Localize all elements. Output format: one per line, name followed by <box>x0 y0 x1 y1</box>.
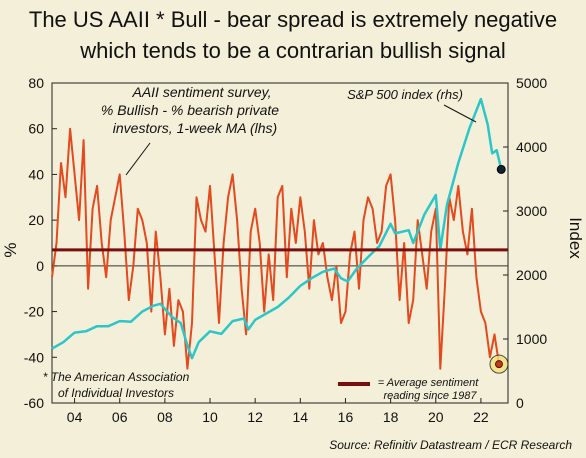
y-right-tick-label: 2000 <box>516 267 547 283</box>
x-tick-label: 12 <box>247 409 263 425</box>
spread-annotation-pointer <box>125 142 151 176</box>
series-layer <box>51 97 508 370</box>
x-tick-label: 20 <box>428 409 444 425</box>
y-right-tick-label: 0 <box>516 395 524 411</box>
aaii-footnote-line-2: of Individual Investors <box>58 386 174 400</box>
y-right-tick-label: 4000 <box>516 139 547 155</box>
y-left-tick-label: -60 <box>24 395 44 411</box>
source-note: Source: Refinitiv Datastream / ECR Resea… <box>329 438 572 452</box>
spread-annotation-line-1: AAII sentiment survey, <box>131 84 271 100</box>
x-tick-label: 04 <box>67 409 83 425</box>
y-left-tick-label: -20 <box>24 304 44 320</box>
title-line-2: which tends to be a contrarian bullish s… <box>80 38 506 63</box>
sp500-annotation-pointer <box>443 104 477 123</box>
annotation-layer: AAII sentiment survey, % Bullish - % bear… <box>43 84 509 402</box>
y-left-tick-label: 80 <box>28 75 44 91</box>
aaii-footnote-line-1: * The American Association <box>43 370 190 384</box>
y-left-tick-label: 60 <box>28 121 44 137</box>
spread-annotation-line-3: investors, 1-week MA (lhs) <box>113 120 277 136</box>
sp500-last-point-marker <box>496 164 506 174</box>
y-left-tick-label: 0 <box>36 258 44 274</box>
y-left-tick-label: 20 <box>28 212 44 228</box>
x-tick-label: 06 <box>112 409 128 425</box>
x-tick-label: 08 <box>157 409 173 425</box>
chart-title: The US AAII * Bull - bear spread is extr… <box>0 4 586 66</box>
y-left-axis-label: % <box>1 242 20 257</box>
x-tick-label: 22 <box>473 409 489 425</box>
title-line-1: The US AAII * Bull - bear spread is extr… <box>28 7 558 32</box>
average-legend-line-2: reading since 1987 <box>384 390 478 402</box>
x-tick-label: 14 <box>293 409 309 425</box>
y-right-axis-label: Index <box>566 217 585 259</box>
plot-border <box>51 82 509 404</box>
spread-annotation-line-2: % Bullish - % bearish private <box>101 102 279 118</box>
plot-frame <box>51 82 509 404</box>
x-axis: 04 06 08 10 12 14 16 18 20 22 <box>67 398 489 425</box>
x-tick-label: 10 <box>202 409 218 425</box>
sp500-annotation: S&P 500 index (rhs) <box>347 87 463 102</box>
average-legend-line-1: = Average sentiment <box>378 377 480 389</box>
y-left-tick-label: -40 <box>24 349 44 365</box>
x-tick-label: 18 <box>383 409 399 425</box>
spread-last-point-marker <box>494 360 503 369</box>
y-right-tick-label: 1000 <box>516 331 547 347</box>
y-right-tick-label: 3000 <box>516 203 547 219</box>
y-right-tick-label: 5000 <box>516 75 547 91</box>
y-axis-right: 5000 4000 3000 2000 1000 0 Index <box>503 75 585 411</box>
x-tick-label: 16 <box>338 409 354 425</box>
y-left-tick-label: 40 <box>28 166 44 182</box>
y-axis-left: 80 60 40 20 0 -20 -40 -60% <box>1 75 57 411</box>
